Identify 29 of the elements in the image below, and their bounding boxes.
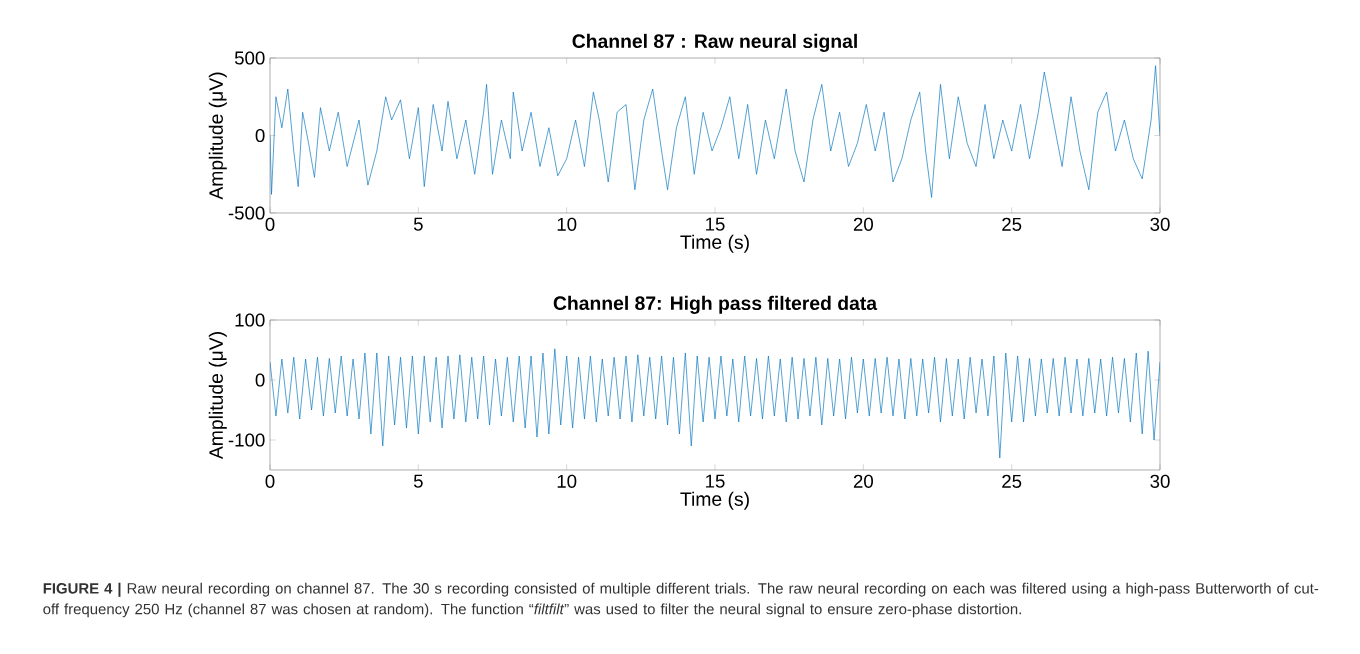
line-series (270, 348, 1161, 459)
y-tick-label: -500 (228, 206, 265, 220)
x-tick-label: 5 (413, 474, 423, 488)
y-axis-title: Amplitude (μV) (208, 72, 227, 200)
x-tick-label: 15 (706, 474, 725, 488)
x-tick-label: 25 (1002, 217, 1022, 231)
y-axis-title: Amplitude (μV) (208, 332, 227, 460)
chart-title: Channel 87: High pass filtered data (553, 295, 878, 314)
x-tick-label: 5 (413, 217, 423, 231)
x-tick-label: 0 (265, 217, 275, 231)
x-tick-label: 15 (706, 217, 725, 231)
x-tick-label: 10 (557, 474, 577, 488)
x-tick-label: 20 (853, 217, 873, 231)
y-tick-label: 100 (235, 313, 265, 327)
x-tick-label: 0 (265, 474, 275, 488)
text: FIGURE 4 | Raw neural recording on channel 87. The 30 s recording consisted of multiple different trials. The raw neural recording on each was filtered using a high-pass Butterworth of cut-off frequency 250 Hz (channel 87 was chosen at random). The function “filtfilt” was used to filter the neural signal to ensure zero-phase distortion. (43, 582, 1319, 618)
x-tick-label: 30 (1150, 474, 1170, 488)
x-axis-title: Time (s) (680, 234, 749, 253)
y-tick-label: 0 (255, 373, 265, 387)
x-tick-label: 20 (853, 474, 873, 488)
x-tick-label: 30 (1150, 217, 1170, 231)
x-tick-label: 10 (557, 217, 577, 231)
chart-title: Channel 87 : Raw neural signal (572, 33, 857, 52)
x-tick-label: 25 (1002, 474, 1022, 488)
y-tick-label: 0 (255, 128, 265, 143)
line-series (270, 65, 1161, 198)
x-axis-title: Time (s) (680, 491, 749, 510)
y-tick-label: 500 (234, 51, 265, 65)
y-tick-label: -100 (228, 433, 265, 447)
